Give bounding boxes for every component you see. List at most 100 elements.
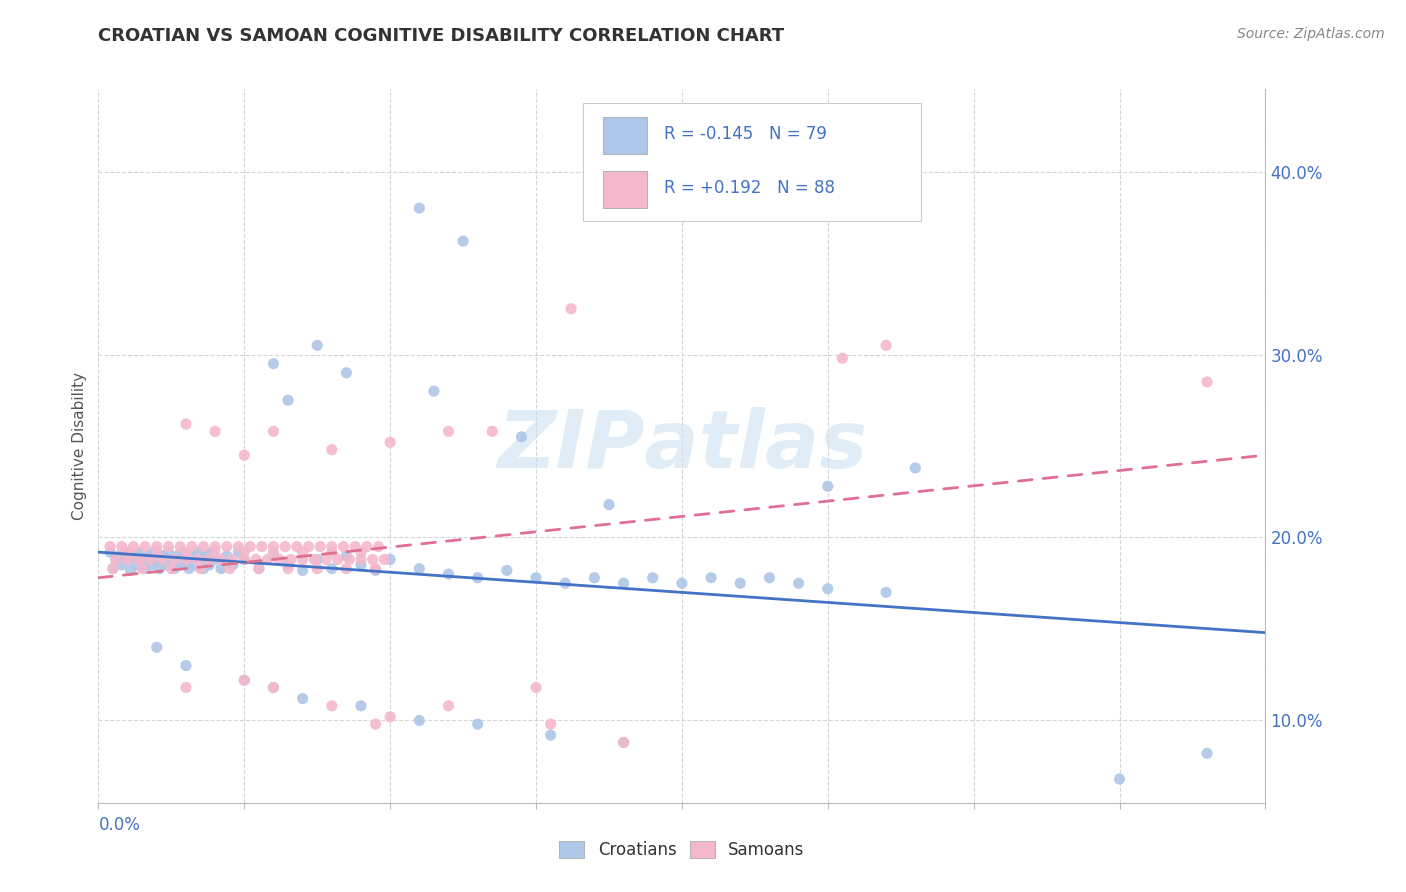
Point	[326, 552, 349, 566]
Point	[166, 549, 188, 563]
Point	[540, 717, 562, 731]
Point	[204, 545, 226, 559]
Point	[787, 576, 810, 591]
Point	[209, 561, 232, 575]
Point	[215, 549, 238, 563]
Point	[128, 552, 150, 566]
Point	[209, 552, 232, 566]
Point	[180, 549, 202, 563]
Point	[277, 558, 299, 572]
Point	[122, 540, 145, 554]
Point	[321, 545, 343, 559]
Point	[437, 698, 460, 713]
Bar	[603, 170, 647, 208]
Point	[221, 552, 243, 566]
Point	[277, 393, 299, 408]
Point	[408, 561, 430, 575]
Legend: Croatians, Samoans: Croatians, Samoans	[553, 834, 811, 866]
Point	[671, 576, 693, 591]
Point	[344, 540, 367, 554]
Point	[245, 552, 267, 566]
Point	[174, 552, 197, 566]
Point	[510, 430, 533, 444]
Point	[149, 561, 172, 575]
Point	[187, 545, 209, 559]
Point	[1195, 375, 1218, 389]
Bar	[603, 117, 647, 154]
Text: 0.0%: 0.0%	[98, 815, 141, 834]
Point	[247, 561, 270, 575]
Point	[169, 558, 191, 572]
Point	[187, 552, 209, 566]
Point	[262, 681, 284, 695]
Point	[131, 561, 153, 575]
Point	[262, 681, 284, 695]
Point	[380, 552, 402, 566]
Point	[233, 673, 256, 688]
Point	[373, 552, 395, 566]
Text: R = -0.145   N = 79: R = -0.145 N = 79	[665, 125, 827, 143]
Point	[250, 540, 273, 554]
Point	[221, 558, 243, 572]
Point	[437, 425, 460, 439]
Point	[233, 552, 256, 566]
Point	[160, 561, 183, 575]
Point	[98, 545, 121, 559]
Point	[201, 545, 224, 559]
Point	[309, 540, 332, 554]
Point	[467, 717, 489, 731]
Point	[247, 561, 270, 575]
Point	[114, 545, 136, 559]
Point	[157, 545, 180, 559]
Y-axis label: Cognitive Disability: Cognitive Disability	[72, 372, 87, 520]
Point	[758, 571, 780, 585]
Point	[262, 549, 284, 563]
FancyBboxPatch shape	[582, 103, 921, 221]
Point	[262, 540, 284, 554]
Point	[233, 673, 256, 688]
Point	[315, 552, 337, 566]
Point	[195, 549, 218, 563]
Point	[1357, 326, 1379, 340]
Point	[875, 338, 897, 352]
Point	[117, 552, 139, 566]
Point	[180, 540, 202, 554]
Point	[730, 576, 752, 591]
Point	[128, 545, 150, 559]
Point	[291, 563, 314, 577]
Point	[831, 351, 853, 366]
Point	[134, 540, 156, 554]
Point	[204, 540, 226, 554]
Point	[198, 552, 221, 566]
Text: ZIP​atlas: ZIP​atlas	[496, 407, 868, 485]
Point	[380, 710, 402, 724]
Point	[117, 552, 139, 566]
Point	[155, 558, 177, 572]
Point	[481, 425, 503, 439]
Point	[335, 561, 357, 575]
Point	[190, 552, 212, 566]
Point	[297, 540, 319, 554]
Point	[262, 357, 284, 371]
Point	[274, 540, 297, 554]
Point	[233, 545, 256, 559]
Point	[408, 714, 430, 728]
Point	[215, 540, 238, 554]
Point	[437, 567, 460, 582]
Point	[641, 571, 664, 585]
Point	[193, 561, 215, 575]
Point	[198, 558, 221, 572]
Point	[285, 540, 308, 554]
Point	[233, 448, 256, 462]
Point	[291, 691, 314, 706]
Point	[163, 561, 186, 575]
Point	[122, 549, 145, 563]
Point	[350, 545, 373, 559]
Point	[98, 540, 121, 554]
Point	[496, 563, 519, 577]
Point	[335, 549, 357, 563]
Point	[364, 561, 387, 575]
Point	[280, 552, 302, 566]
Point	[540, 728, 562, 742]
Point	[228, 540, 250, 554]
